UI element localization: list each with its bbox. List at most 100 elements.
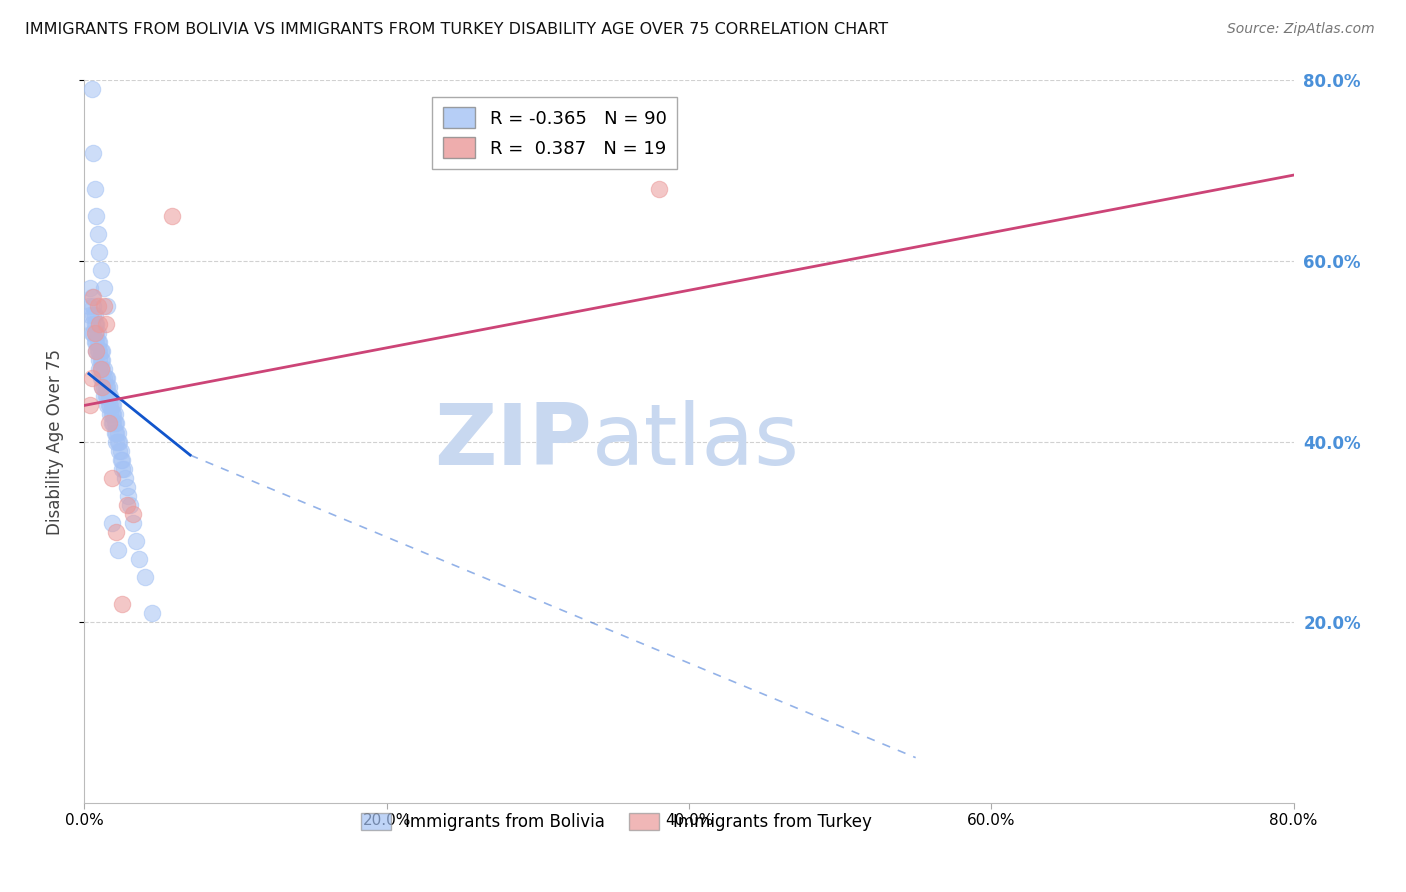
Point <box>86 317 108 331</box>
Point <box>79 281 101 295</box>
Point <box>98 389 121 403</box>
Point <box>89 362 111 376</box>
Point <box>100 408 122 422</box>
Point <box>86 326 108 340</box>
Point <box>97 380 120 394</box>
Point <box>80 82 103 96</box>
Point <box>98 408 121 422</box>
Point <box>80 326 103 340</box>
Point <box>98 398 121 412</box>
Point <box>82 326 104 340</box>
Point <box>97 389 120 403</box>
Point <box>100 471 122 485</box>
Point <box>90 362 112 376</box>
Point <box>107 434 129 449</box>
Point <box>91 371 114 385</box>
Point <box>89 244 111 259</box>
Point <box>110 452 132 467</box>
Point <box>101 417 124 431</box>
Point <box>115 480 138 494</box>
Y-axis label: Disability Age Over 75: Disability Age Over 75 <box>45 349 63 534</box>
Point <box>91 380 114 394</box>
Point <box>84 335 107 350</box>
Point <box>111 452 134 467</box>
Point <box>79 308 101 322</box>
Point <box>86 335 108 350</box>
Point <box>105 524 128 539</box>
Point <box>80 317 103 331</box>
Point <box>84 308 107 322</box>
Point <box>82 290 104 304</box>
Point <box>84 326 107 340</box>
Point <box>87 326 110 340</box>
Point <box>100 398 122 412</box>
Point <box>104 417 127 431</box>
Point <box>93 389 115 403</box>
Text: IMMIGRANTS FROM BOLIVIA VS IMMIGRANTS FROM TURKEY DISABILITY AGE OVER 75 CORRELA: IMMIGRANTS FROM BOLIVIA VS IMMIGRANTS FR… <box>25 22 889 37</box>
Point <box>100 516 122 530</box>
Point <box>90 362 112 376</box>
Point <box>91 344 114 359</box>
Point <box>128 552 150 566</box>
Point <box>89 317 111 331</box>
Point <box>97 398 120 412</box>
Point <box>80 290 103 304</box>
Point <box>77 299 100 313</box>
Point <box>90 353 112 368</box>
Point <box>108 443 131 458</box>
Point <box>96 389 118 403</box>
Point <box>648 182 671 196</box>
Point <box>107 425 129 440</box>
Point <box>125 533 148 548</box>
Point <box>111 461 134 475</box>
Point <box>86 344 108 359</box>
Point <box>160 209 183 223</box>
Point <box>87 227 110 241</box>
Point <box>110 443 132 458</box>
Point <box>141 606 163 620</box>
Point <box>87 335 110 350</box>
Text: Source: ZipAtlas.com: Source: ZipAtlas.com <box>1227 22 1375 37</box>
Point <box>91 362 114 376</box>
Point <box>93 380 115 394</box>
Text: atlas: atlas <box>592 400 800 483</box>
Point <box>115 498 138 512</box>
Point <box>89 335 111 350</box>
Point <box>82 308 104 322</box>
Point <box>134 570 156 584</box>
Point <box>90 344 112 359</box>
Point <box>84 182 107 196</box>
Point <box>94 371 117 385</box>
Point <box>91 380 114 394</box>
Point <box>96 398 118 412</box>
Point <box>105 425 128 440</box>
Point <box>114 471 136 485</box>
Point <box>93 299 115 313</box>
Point <box>104 408 127 422</box>
Point <box>94 317 117 331</box>
Point <box>96 380 118 394</box>
Point <box>101 408 124 422</box>
Point <box>93 281 115 295</box>
Point <box>121 516 143 530</box>
Point <box>104 425 127 440</box>
Point <box>105 434 128 449</box>
Point <box>111 597 134 611</box>
Point <box>82 299 104 313</box>
Point <box>97 417 120 431</box>
Point <box>86 209 108 223</box>
Text: ZIP: ZIP <box>434 400 592 483</box>
Point <box>84 317 107 331</box>
Point <box>105 417 128 431</box>
Point <box>80 371 103 385</box>
Point <box>89 344 111 359</box>
Point <box>93 371 115 385</box>
Legend: Immigrants from Bolivia, Immigrants from Turkey: Immigrants from Bolivia, Immigrants from… <box>354 806 879 838</box>
Point <box>91 353 114 368</box>
Point <box>112 461 135 475</box>
Point <box>107 542 129 557</box>
Point <box>94 389 117 403</box>
Point <box>79 398 101 412</box>
Point <box>86 344 108 359</box>
Point <box>100 417 122 431</box>
